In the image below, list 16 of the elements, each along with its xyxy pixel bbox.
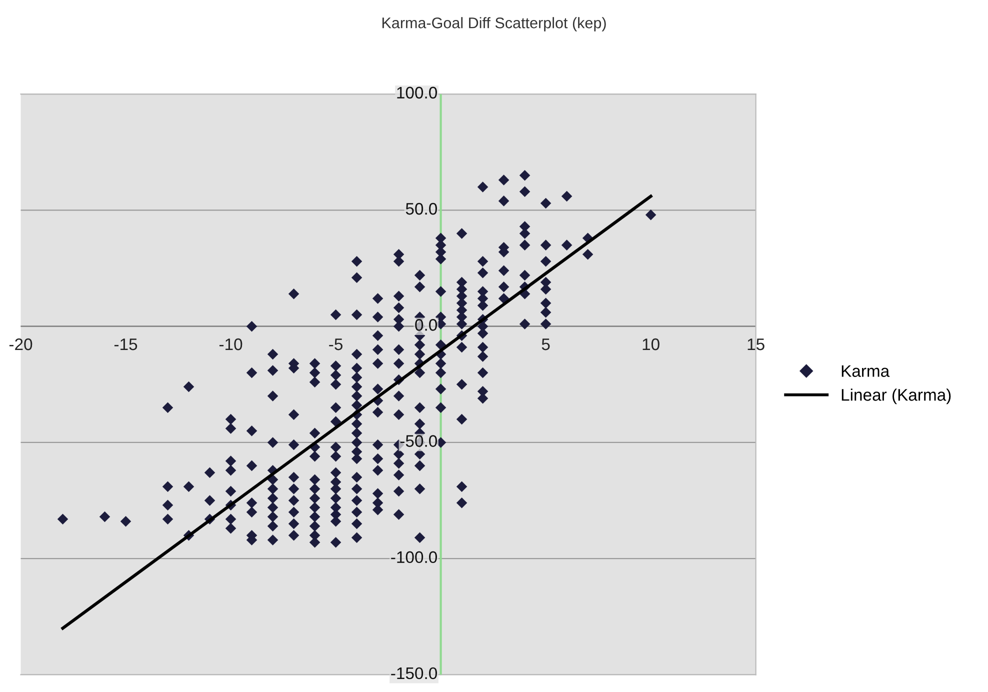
y-tick-label: -150.0 <box>391 667 437 680</box>
legend-label: Linear (Karma) <box>842 388 951 404</box>
x-tick-label: 5 <box>542 338 550 350</box>
x-tick-label: -15 <box>114 338 138 350</box>
y-tick-label: -100.0 <box>391 551 437 564</box>
y-tick-label: 100.0 <box>397 86 437 99</box>
y-tick-label: 0.0 <box>415 319 437 331</box>
x-tick-label: 15 <box>748 338 764 350</box>
legend-label: Karma <box>842 365 890 377</box>
x-tick-label: 10 <box>642 338 660 350</box>
chart-title: Karma-Goal Diff Scatterplot (kep) <box>382 17 606 32</box>
x-tick-label: -10 <box>219 338 242 350</box>
x-tick-label: -5 <box>329 338 342 350</box>
y-tick-label: -50.0 <box>400 435 437 447</box>
y-tick-label: 50.0 <box>406 202 437 215</box>
x-tick-label: -20 <box>9 338 32 350</box>
